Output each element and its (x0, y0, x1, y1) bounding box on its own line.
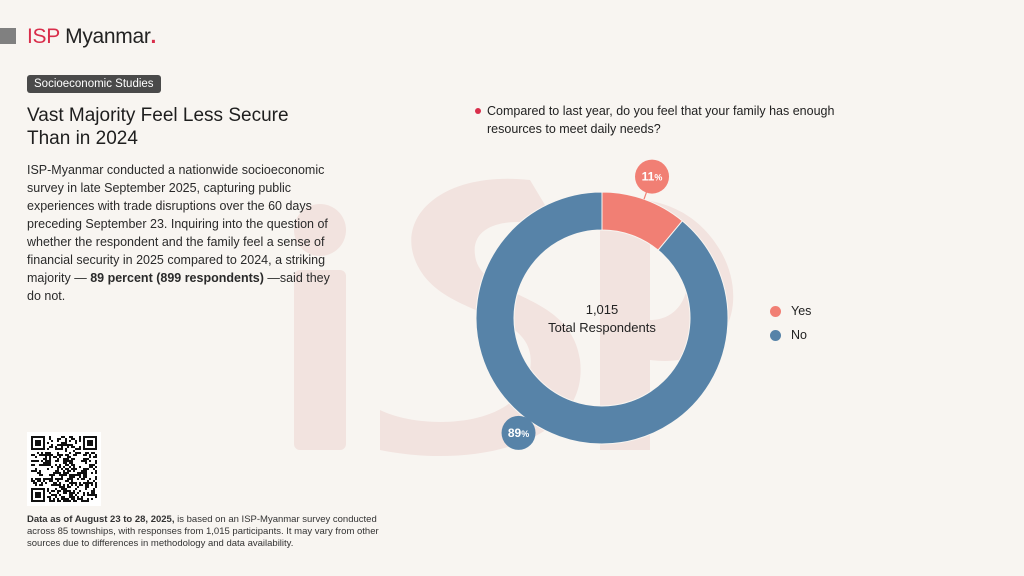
chart-legend: Yes No (770, 299, 811, 347)
legend-label: No (791, 328, 807, 342)
legend-label: Yes (791, 304, 812, 318)
data-label-no: 89% (508, 426, 529, 440)
center-total-value: 1,015 (586, 302, 619, 317)
legend-item-yes: Yes (770, 299, 811, 323)
legend-swatch (770, 329, 781, 341)
isp-myanmar-logo: ISP Myanmar. (27, 25, 157, 48)
bullet-dot (475, 108, 481, 114)
data-source-note: Data as of August 23 to 28, 2025, is bas… (27, 514, 379, 549)
legend-swatch (770, 305, 781, 317)
donut-chart: 11% 89% 1,015 Total Respondents (475, 159, 729, 450)
page-title: Vast Majority Feel Less Secure Than in 2… (27, 105, 289, 149)
chart-question: Compared to last year, do you feel that … (475, 102, 865, 138)
qr-code (27, 432, 101, 506)
summary-paragraph: ISP-Myanmar conducted a nationwide socio… (27, 163, 330, 303)
data-label-yes: 11% (642, 170, 663, 184)
center-total-label: Total Respondents (548, 320, 656, 335)
logo-bar (0, 28, 16, 44)
chart-title: Compared to last year, do you feel that … (487, 104, 835, 136)
legend-item-no: No (770, 323, 811, 347)
category-tag: Socioeconomic Studies (27, 75, 161, 93)
callout-badge-yes (635, 159, 670, 194)
callout-badge-no (501, 415, 536, 450)
highlight-text: 89 percent (899 respondents) (90, 271, 264, 285)
slice-no (475, 191, 729, 445)
